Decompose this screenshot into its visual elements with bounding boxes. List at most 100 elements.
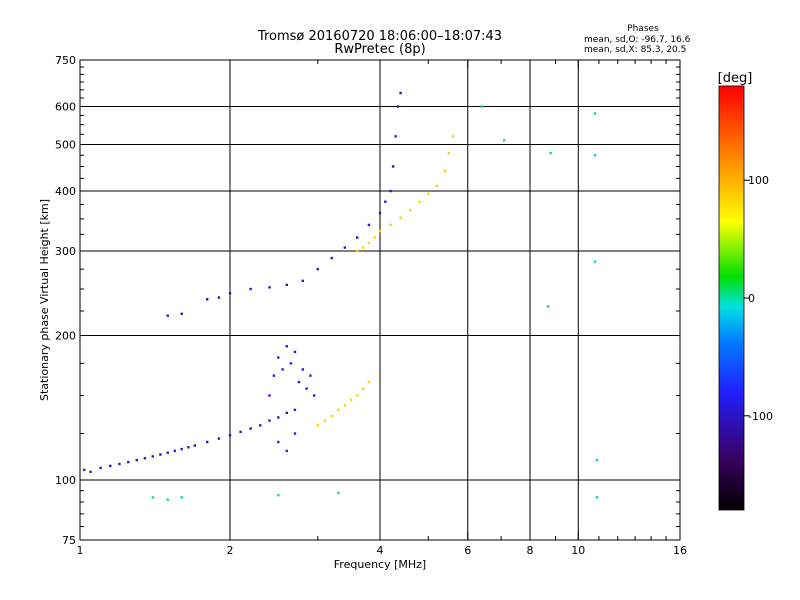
data-point <box>378 211 382 215</box>
data-point <box>399 216 402 219</box>
data-point <box>249 287 252 291</box>
y-tick-label: 100 <box>55 474 76 487</box>
chart-subtitle: RwPretec (8p) <box>334 42 425 57</box>
data-point <box>193 444 197 447</box>
x-tick-labels: 1 2 4 6 8 10 16 <box>77 544 688 557</box>
data-point <box>595 458 599 462</box>
x-tick-label: 6 <box>464 544 471 557</box>
data-point <box>281 368 284 371</box>
data-point <box>83 468 86 472</box>
data-point <box>277 416 280 419</box>
data-point <box>330 256 333 260</box>
data-point <box>277 356 280 359</box>
data-point <box>391 165 395 168</box>
data-point <box>159 453 162 456</box>
data-point <box>205 440 209 444</box>
data-point <box>289 362 293 365</box>
y-tick-labels: 75 100 200 300 400 500 600 750 <box>55 54 76 547</box>
data-point <box>293 350 297 353</box>
data-points <box>83 91 599 501</box>
data-point <box>330 414 333 418</box>
data-point <box>480 105 483 108</box>
data-point <box>394 135 397 138</box>
data-point <box>228 433 232 437</box>
data-point <box>277 493 280 497</box>
x-tick-label: 1 <box>77 544 84 557</box>
data-point <box>301 279 305 283</box>
data-point <box>396 105 400 108</box>
data-point <box>323 419 327 422</box>
data-point <box>389 189 392 193</box>
data-point <box>293 432 297 435</box>
data-point <box>187 446 190 449</box>
y-tick-label: 75 <box>62 534 76 547</box>
data-point <box>399 91 402 95</box>
colorbar-tick-label: -100 <box>748 410 773 423</box>
data-point <box>180 496 183 499</box>
data-point <box>268 394 271 397</box>
data-point <box>593 112 597 115</box>
y-axis-label: Stationary phase Virtual Height [km] <box>38 199 51 401</box>
data-point <box>277 440 280 444</box>
data-point <box>337 408 340 412</box>
y-tick-label: 400 <box>55 185 76 198</box>
data-point <box>285 345 288 348</box>
data-point <box>316 424 319 427</box>
data-point <box>217 296 221 299</box>
data-point <box>593 260 597 263</box>
data-point <box>259 424 262 427</box>
data-point <box>309 374 312 377</box>
data-point <box>118 462 121 466</box>
data-point <box>239 430 242 434</box>
data-point <box>502 139 506 142</box>
data-point <box>595 496 599 499</box>
x-tick-label: 4 <box>377 544 384 557</box>
data-point <box>355 236 359 239</box>
grid-lines <box>80 60 680 540</box>
data-point <box>151 455 155 458</box>
data-point <box>89 470 92 474</box>
y-tick-label: 500 <box>55 139 76 152</box>
data-point <box>228 292 232 295</box>
x-tick-label: 16 <box>673 544 687 557</box>
data-point <box>109 464 112 468</box>
data-point <box>349 398 353 401</box>
y-tick-label: 200 <box>55 330 76 343</box>
data-point <box>373 236 376 239</box>
data-point <box>127 460 130 464</box>
data-point <box>166 314 169 317</box>
data-point <box>443 169 447 173</box>
data-point <box>337 491 340 495</box>
data-point <box>301 368 305 371</box>
data-point <box>285 411 288 415</box>
data-point <box>180 447 183 451</box>
phases-o-line: mean, sd,O: -96.7, 16.6 <box>584 35 691 45</box>
data-point <box>361 246 365 249</box>
data-point <box>151 496 155 499</box>
colorbar-tick-label: 100 <box>748 174 769 187</box>
colorbar-label: [deg] <box>718 71 753 86</box>
data-point <box>435 184 438 188</box>
data-point <box>272 374 276 377</box>
data-point <box>173 449 177 453</box>
data-point <box>180 312 183 315</box>
data-point <box>549 151 552 155</box>
x-tick-label: 8 <box>527 544 534 557</box>
data-point <box>367 380 371 384</box>
data-point <box>593 154 597 157</box>
x-axis-label: Frequency [MHz] <box>334 558 426 571</box>
data-point <box>378 229 382 233</box>
data-point <box>297 380 301 384</box>
data-point <box>293 408 297 412</box>
data-point <box>305 387 308 390</box>
y-tick-label: 300 <box>55 245 76 258</box>
data-point <box>205 298 209 301</box>
phases-title: Phases <box>627 24 659 34</box>
data-point <box>343 246 347 249</box>
data-point <box>166 498 169 501</box>
data-point <box>546 305 550 308</box>
colorbar <box>718 85 745 511</box>
data-point <box>316 267 319 271</box>
data-point <box>99 466 102 470</box>
